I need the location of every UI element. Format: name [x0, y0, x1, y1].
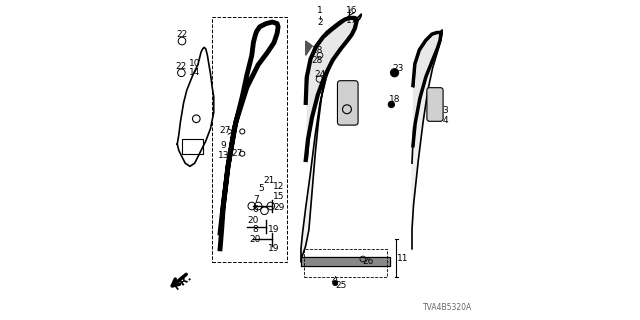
Text: 25: 25	[335, 281, 346, 290]
Polygon shape	[307, 19, 355, 160]
Text: 26: 26	[362, 257, 373, 266]
Text: 29: 29	[273, 203, 284, 212]
Text: 10: 10	[189, 59, 200, 68]
Text: 21: 21	[263, 176, 275, 185]
Text: 19: 19	[268, 225, 280, 234]
Text: 9: 9	[220, 141, 226, 150]
Circle shape	[388, 101, 394, 108]
Text: 15: 15	[273, 192, 285, 201]
Text: 20: 20	[250, 235, 260, 244]
FancyBboxPatch shape	[337, 81, 358, 125]
Text: FR.: FR.	[172, 272, 194, 292]
Text: 23: 23	[392, 63, 403, 73]
Text: 17: 17	[346, 16, 358, 25]
Polygon shape	[412, 30, 442, 249]
Text: 2: 2	[317, 18, 323, 27]
Text: 8: 8	[252, 225, 258, 234]
Text: 7: 7	[253, 195, 259, 204]
Circle shape	[333, 281, 338, 286]
Text: 22: 22	[176, 62, 187, 71]
Text: 24: 24	[314, 70, 326, 79]
Text: 3: 3	[442, 106, 448, 115]
Text: 22: 22	[177, 30, 188, 39]
Text: 20: 20	[248, 216, 259, 225]
Text: 12: 12	[273, 182, 284, 191]
Text: 1: 1	[317, 6, 323, 15]
Text: 19: 19	[268, 244, 280, 253]
Text: 28: 28	[311, 56, 323, 65]
Text: TVA4B5320A: TVA4B5320A	[423, 303, 472, 312]
Text: 11: 11	[397, 254, 408, 263]
Text: 6: 6	[252, 205, 258, 214]
Text: 18: 18	[388, 95, 400, 104]
Polygon shape	[306, 41, 312, 55]
Text: 13: 13	[218, 151, 229, 160]
Text: 27: 27	[232, 149, 243, 158]
FancyBboxPatch shape	[427, 88, 443, 121]
Polygon shape	[301, 14, 361, 261]
Text: 28: 28	[311, 46, 323, 55]
Text: 27: 27	[219, 126, 230, 135]
Circle shape	[390, 69, 399, 77]
Polygon shape	[301, 257, 390, 266]
Text: 14: 14	[189, 68, 200, 77]
Text: 5: 5	[258, 184, 264, 193]
Text: 4: 4	[442, 116, 448, 125]
Text: 16: 16	[346, 6, 358, 15]
Polygon shape	[413, 33, 440, 146]
